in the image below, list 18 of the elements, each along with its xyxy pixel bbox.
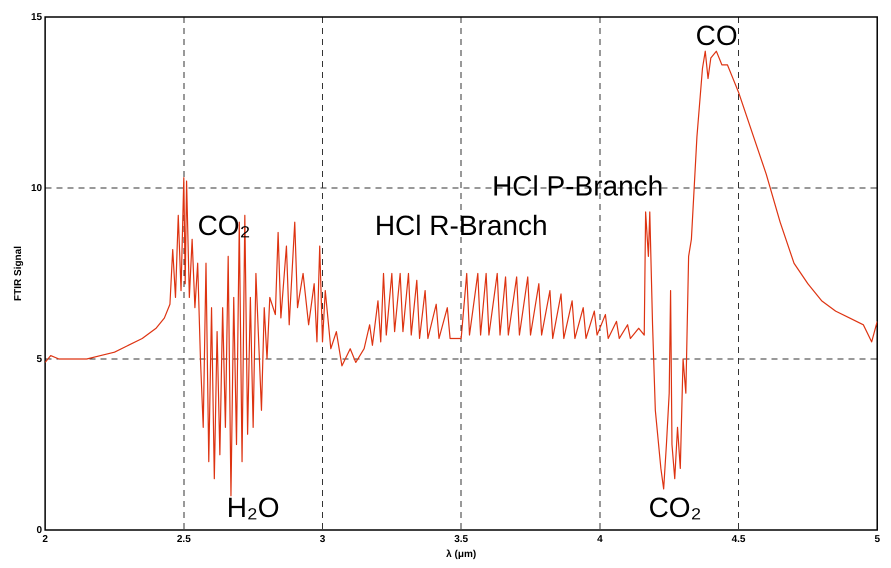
x-tick-label: 4 — [597, 534, 604, 545]
x-tick-label: 3.5 — [454, 534, 469, 545]
x-axis-title: λ (μm) — [446, 548, 476, 560]
x-tick-label: 2 — [42, 534, 48, 545]
annotation: H₂O — [226, 492, 280, 524]
annotation: CO — [696, 20, 738, 52]
annotation: CO₂ — [648, 492, 702, 524]
y-tick-label: 10 — [31, 182, 43, 194]
annotation: HCl P-Branch — [492, 170, 664, 202]
x-tick-label: 5 — [874, 534, 880, 545]
y-tick-label: 5 — [36, 354, 43, 365]
y-axis-title: FTIR Signal — [12, 246, 24, 301]
x-tick-label: 4.5 — [732, 534, 746, 545]
y-tick-label: 15 — [31, 12, 43, 23]
annotation: HCl R-Branch — [374, 210, 548, 242]
x-tick-label: 3 — [320, 534, 326, 545]
y-tick-label: 0 — [36, 524, 43, 536]
x-tick-label: 2.5 — [176, 534, 192, 545]
